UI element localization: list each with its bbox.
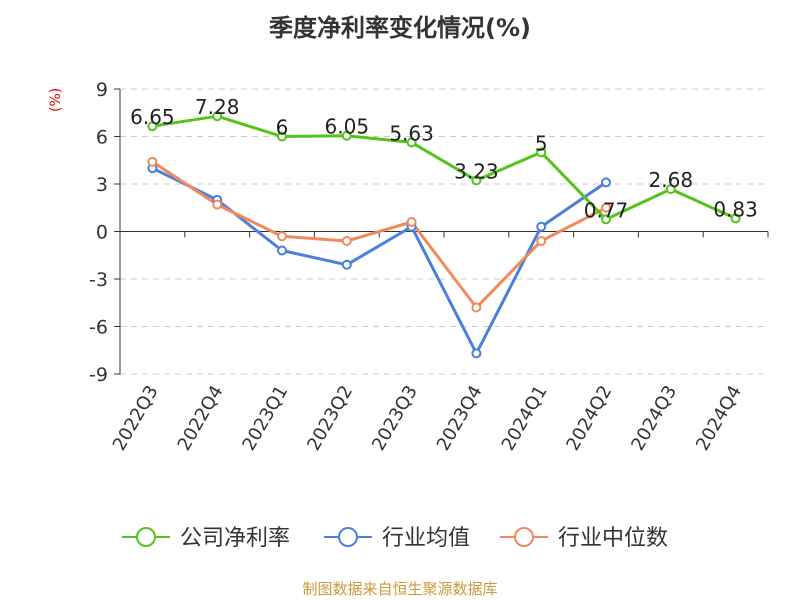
data-point <box>536 221 547 232</box>
series-line-1 <box>151 166 607 355</box>
legend-marker <box>338 527 358 547</box>
legend-marker <box>136 527 156 547</box>
x-tick-label: 2024Q3 <box>627 382 681 454</box>
x-tick-label: 2023Q2 <box>303 382 357 454</box>
x-tick-label: 2024Q2 <box>562 382 616 454</box>
x-tick-label: 2023Q4 <box>433 382 487 454</box>
series-line-2 <box>151 160 607 309</box>
data-point <box>277 131 287 142</box>
data-point <box>277 231 287 242</box>
y-tick-label: 0 <box>96 222 108 244</box>
data-point <box>536 147 547 158</box>
data-point <box>471 348 482 359</box>
legend-label: 行业均值 <box>382 526 470 551</box>
y-tick-label: 3 <box>96 174 108 196</box>
data-point <box>730 213 741 224</box>
data-point <box>406 137 417 148</box>
data-point <box>536 236 547 246</box>
y-tick-label: -6 <box>89 317 108 339</box>
legend-label: 行业中位数 <box>558 526 668 551</box>
data-point <box>341 236 352 246</box>
data-point <box>601 202 611 213</box>
data-point <box>147 121 158 132</box>
y-tick-label: 6 <box>96 127 108 149</box>
series-line-0 <box>152 114 737 221</box>
data-label: 2.68 <box>649 168 694 192</box>
data-point <box>341 130 352 141</box>
data-source-footer: 制图数据来自恒生聚源数据库 <box>302 580 498 598</box>
x-tick-label: 2023Q3 <box>368 382 422 454</box>
data-point <box>471 175 482 186</box>
data-label: 0.83 <box>713 197 758 221</box>
chart-title: 季度净利率变化情况(%) <box>269 14 531 42</box>
x-tick-label: 2022Q4 <box>174 382 228 454</box>
x-tick-label: 2022Q3 <box>109 382 163 454</box>
data-point <box>212 199 223 210</box>
data-point <box>212 111 223 122</box>
data-label: 3.23 <box>454 159 499 183</box>
data-label: 6.65 <box>130 105 175 129</box>
x-tick-label: 2024Q1 <box>498 382 552 454</box>
x-tick-label: 2023Q1 <box>238 382 292 454</box>
data-point <box>277 245 287 256</box>
data-label: 6.05 <box>325 115 370 139</box>
data-point <box>601 214 611 225</box>
data-point <box>406 217 417 227</box>
data-point <box>601 177 611 188</box>
y-tick-label: -3 <box>89 269 108 291</box>
data-label: 7.28 <box>195 95 240 119</box>
y-tick-label: 9 <box>96 79 108 101</box>
legend-marker <box>514 527 534 547</box>
data-point <box>471 302 482 313</box>
y-tick-label: -9 <box>89 364 108 386</box>
data-label: 5 <box>535 131 548 155</box>
data-label: 5.63 <box>389 121 434 145</box>
data-point <box>665 184 676 195</box>
data-label: 0.77 <box>584 198 629 222</box>
x-tick-label: 2024Q4 <box>692 382 746 454</box>
data-label: 6 <box>276 116 289 140</box>
data-point <box>341 259 352 270</box>
data-point <box>147 156 158 167</box>
legend-label: 公司净利率 <box>180 526 290 551</box>
